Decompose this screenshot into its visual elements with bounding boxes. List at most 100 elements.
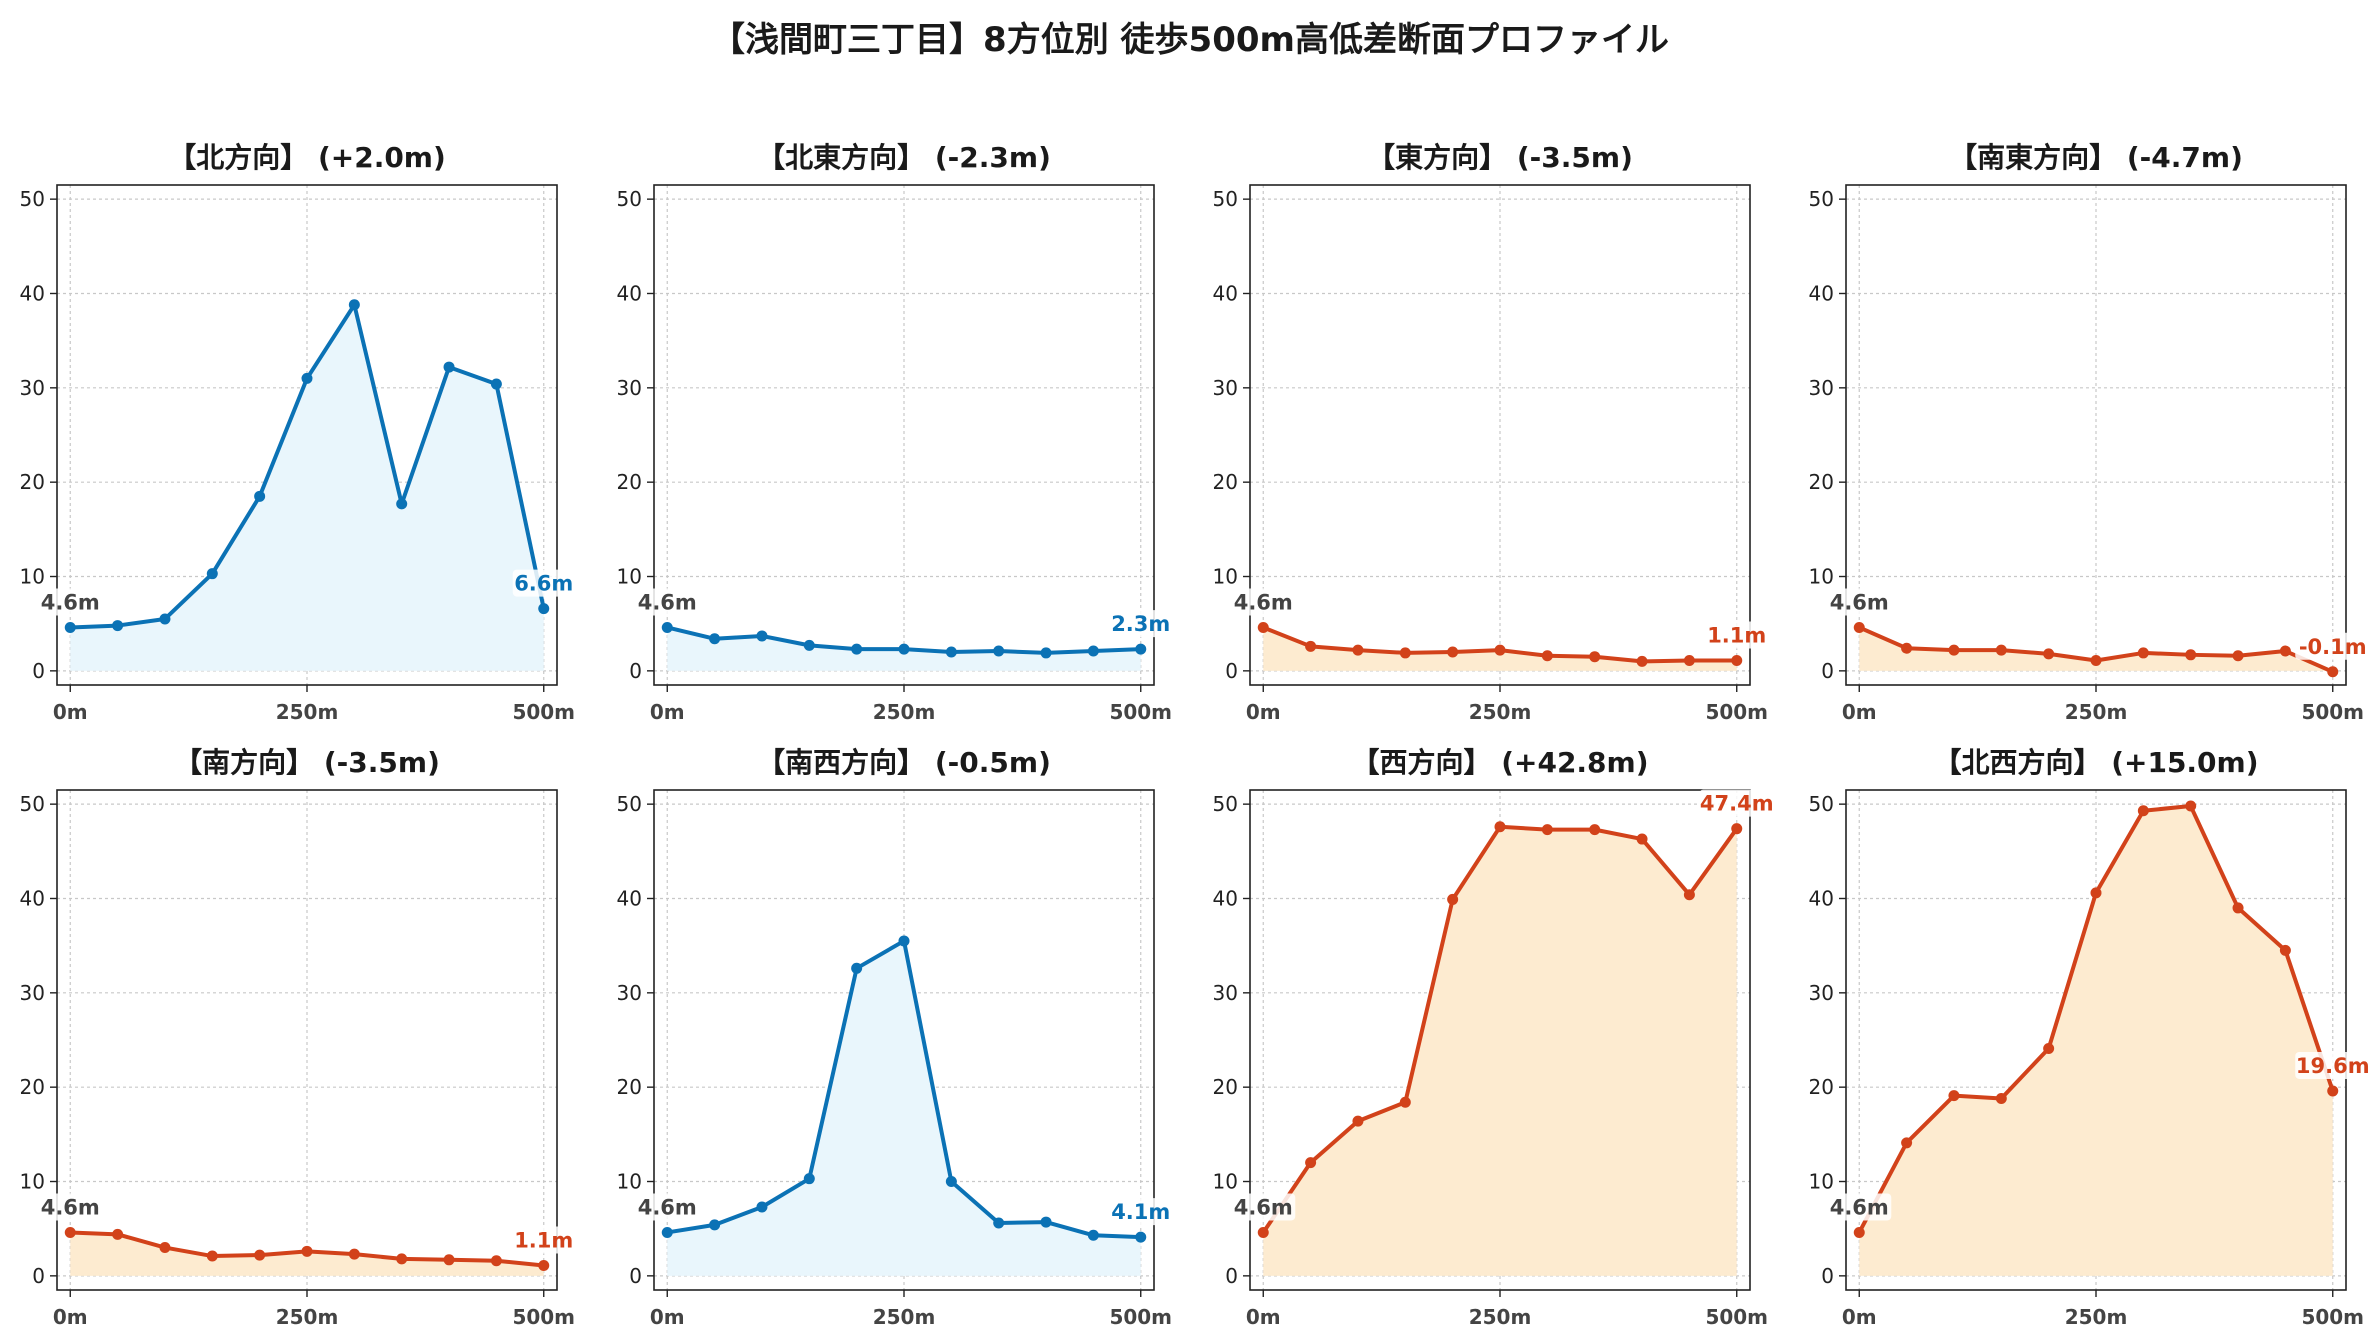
data-point (2185, 649, 2197, 661)
data-point (2327, 1085, 2339, 1097)
data-point (1257, 1226, 1269, 1238)
panel-title: 【南方向】 (-3.5m) (174, 746, 440, 779)
data-point (1352, 1115, 1364, 1127)
y-tick-label: 10 (1809, 1170, 1834, 1194)
data-point (1087, 1229, 1099, 1241)
data-point (490, 1255, 502, 1267)
x-tick-label: 0m (1842, 1305, 1877, 1329)
start-label: 4.6m (638, 1195, 697, 1219)
end-label: 19.6m (2296, 1054, 2370, 1078)
data-point (1040, 1216, 1052, 1228)
y-tick-label: 10 (1809, 565, 1834, 589)
y-tick-label: 50 (20, 187, 45, 211)
panel-title: 【北方向】 (+2.0m) (168, 141, 446, 174)
data-point (2232, 902, 2244, 914)
y-tick-label: 40 (1213, 886, 1238, 910)
y-tick-label: 30 (1213, 376, 1238, 400)
panel-title: 【南西方向】 (-0.5m) (757, 746, 1051, 779)
y-tick-label: 20 (1809, 1075, 1834, 1099)
data-point (1636, 833, 1648, 845)
end-label-bg (1705, 621, 1768, 649)
data-point (709, 1219, 721, 1231)
data-point (538, 1259, 550, 1271)
end-label-bg (2295, 1051, 2371, 1079)
y-tick-label: 20 (1809, 470, 1834, 494)
y-tick-label: 10 (1213, 565, 1238, 589)
data-point (2137, 647, 2149, 659)
data-point (661, 1226, 673, 1238)
data-point (2232, 650, 2244, 662)
x-tick-label: 500m (1705, 700, 1768, 724)
y-tick-label: 50 (20, 792, 45, 816)
y-tick-label: 0 (1225, 1264, 1238, 1288)
data-point (396, 1253, 408, 1265)
y-tick-label: 30 (617, 376, 642, 400)
data-point (1901, 1137, 1913, 1149)
x-tick-label: 500m (1705, 1305, 1768, 1329)
y-tick-label: 30 (617, 981, 642, 1005)
y-tick-label: 0 (1225, 659, 1238, 683)
start-label-bg (635, 1193, 700, 1221)
data-point (1731, 823, 1743, 835)
area-fill (70, 304, 544, 671)
y-tick-label: 20 (20, 1075, 45, 1099)
data-point (898, 935, 910, 947)
data-point (1589, 651, 1601, 663)
y-tick-label: 10 (617, 1170, 642, 1194)
area-fill (1859, 627, 2333, 672)
data-point (64, 1226, 76, 1238)
data-point (945, 1176, 957, 1188)
data-point (443, 1254, 455, 1266)
end-label: 1.1m (514, 1228, 573, 1252)
data-point (1948, 644, 1960, 656)
x-tick-label: 250m (276, 700, 339, 724)
data-point (64, 621, 76, 633)
end-label: -0.1m (2299, 635, 2367, 659)
data-point (1589, 824, 1601, 836)
data-point (1494, 644, 1506, 656)
data-point (1305, 1157, 1317, 1169)
start-label: 4.6m (41, 1195, 100, 1219)
y-tick-label: 0 (1821, 659, 1834, 683)
data-point (803, 1173, 815, 1185)
data-point (756, 1201, 768, 1213)
data-point (2279, 645, 2291, 657)
start-label-bg (635, 588, 700, 616)
end-label: 6.6m (514, 572, 573, 596)
x-tick-label: 500m (512, 700, 575, 724)
start-label: 4.6m (1830, 1195, 1889, 1219)
x-tick-label: 0m (1842, 700, 1877, 724)
end-label-bg (1109, 1198, 1172, 1226)
end-label: 4.1m (1111, 1200, 1170, 1224)
data-point (443, 361, 455, 373)
data-point (851, 962, 863, 974)
y-tick-label: 40 (1809, 886, 1834, 910)
y-tick-label: 0 (1821, 1264, 1834, 1288)
data-point (1541, 650, 1553, 662)
x-tick-label: 500m (1109, 700, 1172, 724)
y-tick-label: 0 (32, 1264, 45, 1288)
data-point (348, 1248, 360, 1260)
y-tick-label: 10 (20, 565, 45, 589)
y-tick-label: 20 (1213, 1075, 1238, 1099)
data-point (538, 603, 550, 615)
y-tick-label: 20 (20, 470, 45, 494)
end-label: 2.3m (1111, 612, 1170, 636)
data-point (1087, 645, 1099, 657)
start-label-bg (38, 588, 103, 616)
y-tick-label: 30 (20, 981, 45, 1005)
y-tick-label: 40 (617, 886, 642, 910)
start-label-bg (1231, 1193, 1296, 1221)
y-tick-label: 20 (617, 1075, 642, 1099)
data-point (2185, 800, 2197, 812)
x-tick-label: 0m (650, 700, 685, 724)
data-point (1352, 644, 1364, 656)
x-tick-label: 500m (2301, 1305, 2364, 1329)
data-point (112, 1228, 124, 1240)
